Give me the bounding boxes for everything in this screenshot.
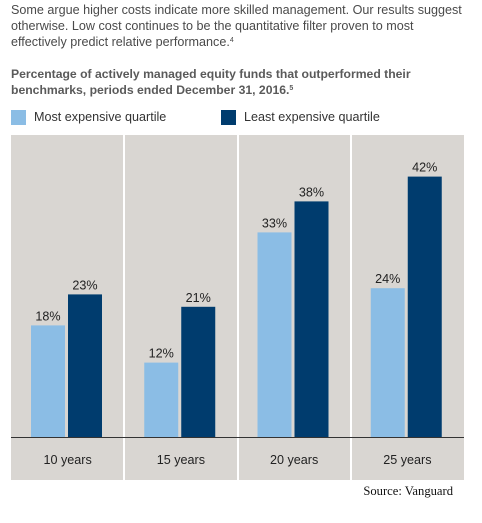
bar-value-label: 12% [149, 347, 174, 361]
bar-value-label: 33% [262, 216, 287, 230]
bar-least-expensive [294, 201, 329, 437]
bar-most-expensive [144, 362, 179, 437]
bar-value-label: 18% [35, 309, 60, 323]
bar-least-expensive [407, 176, 442, 437]
bar-least-expensive [181, 306, 216, 437]
bar-least-expensive [68, 294, 102, 437]
legend-swatch-most-expensive [11, 109, 26, 125]
bar-value-label: 24% [375, 272, 400, 286]
category-label: 15 years [157, 453, 205, 467]
chart-title-footnote: 5 [289, 85, 294, 92]
chart-title-text: Percentage of actively managed equity fu… [11, 67, 411, 97]
source-note: Source: Vanguard [363, 484, 453, 498]
bar-most-expensive [370, 288, 405, 437]
intro-text: Some argue higher costs indicate more sk… [11, 3, 462, 49]
legend-item-most-expensive: Most expensive quartile [11, 108, 166, 126]
category-label: 25 years [383, 453, 431, 467]
bar-value-label: 23% [72, 278, 97, 292]
legend-swatch-least-expensive [221, 109, 236, 125]
intro-footnote: 4 [229, 37, 234, 44]
bar-most-expensive [31, 325, 65, 437]
legend-label-most-expensive: Most expensive quartile [34, 110, 167, 124]
chart-legend: Most expensive quartile Least expensive … [11, 108, 471, 126]
chart-title: Percentage of actively managed equity fu… [11, 66, 411, 98]
category-label: 20 years [270, 453, 318, 467]
bar-chart: 18% 23% 10 years 12% 21% 15 years 33% 38% 20 yea… [11, 135, 464, 480]
legend-label-least-expensive: Least expensive quartile [244, 110, 380, 124]
intro-paragraph: Some argue higher costs indicate more sk… [11, 2, 471, 50]
legend-item-least-expensive: Least expensive quartile [221, 108, 380, 126]
category-label: 10 years [43, 453, 91, 467]
bar-value-label: 21% [186, 291, 211, 305]
bar-value-label: 42% [412, 161, 437, 175]
bar-most-expensive [257, 232, 292, 437]
bar-chart-svg: 18% 23% 10 years 12% 21% 15 years 33% 38% 20 yea… [11, 135, 464, 480]
bar-value-label: 38% [299, 185, 324, 199]
